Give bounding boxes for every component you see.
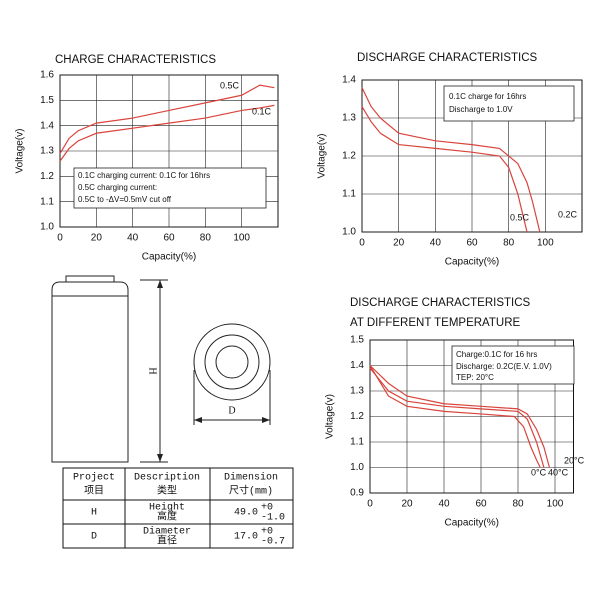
table-cell: 17.0 bbox=[234, 532, 258, 543]
series-label: 0.2C bbox=[558, 209, 578, 219]
series-line bbox=[59, 84, 275, 154]
series-line bbox=[369, 365, 551, 468]
battery-drawing: H D bbox=[51, 275, 271, 463]
x-tick-label: 60 bbox=[163, 233, 175, 244]
table-cell: Diameter bbox=[143, 526, 191, 538]
diameter-label: D bbox=[228, 405, 235, 416]
x-tick-label: 100 bbox=[547, 499, 564, 510]
x-axis-label: Capacity(%) bbox=[445, 518, 499, 529]
x-tick-label: 100 bbox=[233, 233, 250, 244]
table-cell: +0 bbox=[261, 527, 273, 538]
chart-title: CHARGE CHARACTERISTICS bbox=[55, 54, 216, 66]
chart-title: DISCHARGE CHARACTERISTICS bbox=[357, 52, 538, 64]
x-tick-label: 80 bbox=[200, 233, 212, 244]
table-header: Dimension bbox=[224, 472, 278, 484]
table-header: 项目 bbox=[84, 485, 104, 498]
table-cell: H bbox=[91, 508, 97, 519]
series-line bbox=[361, 106, 528, 233]
annotation-box bbox=[451, 345, 575, 385]
x-tick-label: 80 bbox=[503, 238, 515, 249]
y-tick-label: 1.0 bbox=[350, 462, 364, 473]
y-tick-label: 1.3 bbox=[40, 146, 54, 157]
series-label: 0°C bbox=[531, 467, 547, 477]
series-line bbox=[369, 365, 541, 468]
x-tick-label: 80 bbox=[512, 499, 524, 510]
annotation: Discharge to 1.0V bbox=[449, 105, 513, 114]
table-cell: 直径 bbox=[157, 534, 177, 548]
table-cell: 49.0 bbox=[234, 508, 258, 519]
x-tick-label: 0 bbox=[57, 233, 63, 244]
series-label: 0.5C bbox=[220, 80, 240, 90]
x-tick-label: 60 bbox=[475, 499, 487, 510]
y-tick-label: 1.5 bbox=[350, 335, 364, 346]
chart-title: DISCHARGE CHARACTERISTICS bbox=[350, 297, 531, 309]
y-tick-label: 1.2 bbox=[40, 171, 54, 182]
annotation: Discharge: 0.2C(E.V. 1.0V) bbox=[456, 362, 552, 371]
table-cell: Height bbox=[149, 502, 185, 514]
series-line bbox=[361, 87, 541, 233]
y-tick-label: 1.3 bbox=[350, 386, 364, 397]
y-tick-label: 1.1 bbox=[342, 189, 356, 200]
series-label: 0.1C bbox=[252, 106, 272, 116]
table-cell: 高度 bbox=[157, 510, 177, 524]
y-tick-label: 1.2 bbox=[350, 411, 364, 422]
annotation: 0.1C charging current: 0.1C for 16hrs bbox=[78, 171, 210, 180]
annotation-box bbox=[73, 167, 267, 209]
y-tick-label: 1.6 bbox=[40, 70, 54, 81]
y-axis-label: Voltage(v) bbox=[325, 394, 336, 439]
table-cell: D bbox=[91, 532, 97, 543]
x-tick-label: 40 bbox=[127, 233, 139, 244]
annotation-box bbox=[443, 85, 575, 122]
y-tick-label: 1.4 bbox=[350, 360, 364, 371]
x-tick-label: 60 bbox=[466, 238, 478, 249]
x-tick-label: 40 bbox=[430, 238, 442, 249]
x-tick-label: 100 bbox=[537, 238, 554, 249]
y-tick-label: 1.1 bbox=[350, 437, 364, 448]
annotation: 0.1C charge for 16hrs bbox=[449, 92, 526, 101]
y-tick-label: 0.9 bbox=[350, 488, 364, 499]
x-tick-label: 0 bbox=[367, 499, 373, 510]
table-cell: -0.7 bbox=[261, 537, 285, 548]
x-tick-label: 0 bbox=[359, 238, 365, 249]
y-axis-label: Voltage(v) bbox=[317, 133, 328, 178]
annotation: TEP: 20°C bbox=[456, 373, 494, 382]
series-label: 0.5C bbox=[510, 212, 530, 222]
x-axis-label: Capacity(%) bbox=[142, 252, 196, 263]
series-label: 20°C bbox=[564, 455, 585, 465]
y-tick-label: 1.1 bbox=[40, 196, 54, 207]
x-tick-label: 20 bbox=[91, 233, 103, 244]
chart-subtitle: AT DIFFERENT TEMPERATURE bbox=[350, 317, 521, 329]
series-line bbox=[59, 104, 275, 162]
y-axis-label: Voltage(v) bbox=[15, 128, 26, 173]
annotation: Charge:0.1C for 16 hrs bbox=[456, 350, 537, 359]
table-header: Description bbox=[134, 472, 200, 484]
x-tick-label: 40 bbox=[438, 499, 450, 510]
height-label: H bbox=[147, 367, 158, 374]
y-tick-label: 1.0 bbox=[40, 222, 54, 233]
series-label: 40°C bbox=[548, 467, 569, 477]
x-tick-label: 20 bbox=[401, 499, 413, 510]
y-tick-label: 1.2 bbox=[342, 151, 356, 162]
annotation: 0.5C charging current: bbox=[78, 183, 157, 192]
table-header: Project bbox=[73, 472, 115, 484]
table-cell: +0 bbox=[261, 503, 273, 514]
y-tick-label: 1.0 bbox=[342, 227, 356, 238]
table-cell: -1.0 bbox=[261, 513, 285, 524]
annotation: 0.5C to -ΔV=0.5mV cut off bbox=[78, 195, 172, 204]
y-tick-label: 1.4 bbox=[342, 75, 356, 86]
x-axis-label: Capacity(%) bbox=[445, 257, 499, 268]
table-header: 尺寸(mm) bbox=[229, 484, 273, 498]
series-line bbox=[369, 367, 545, 468]
y-tick-label: 1.3 bbox=[342, 113, 356, 124]
table-header: 类型 bbox=[157, 484, 177, 498]
y-tick-label: 1.4 bbox=[40, 120, 54, 131]
x-tick-label: 20 bbox=[393, 238, 405, 249]
dimension-table bbox=[62, 467, 294, 549]
y-tick-label: 1.5 bbox=[40, 95, 54, 106]
